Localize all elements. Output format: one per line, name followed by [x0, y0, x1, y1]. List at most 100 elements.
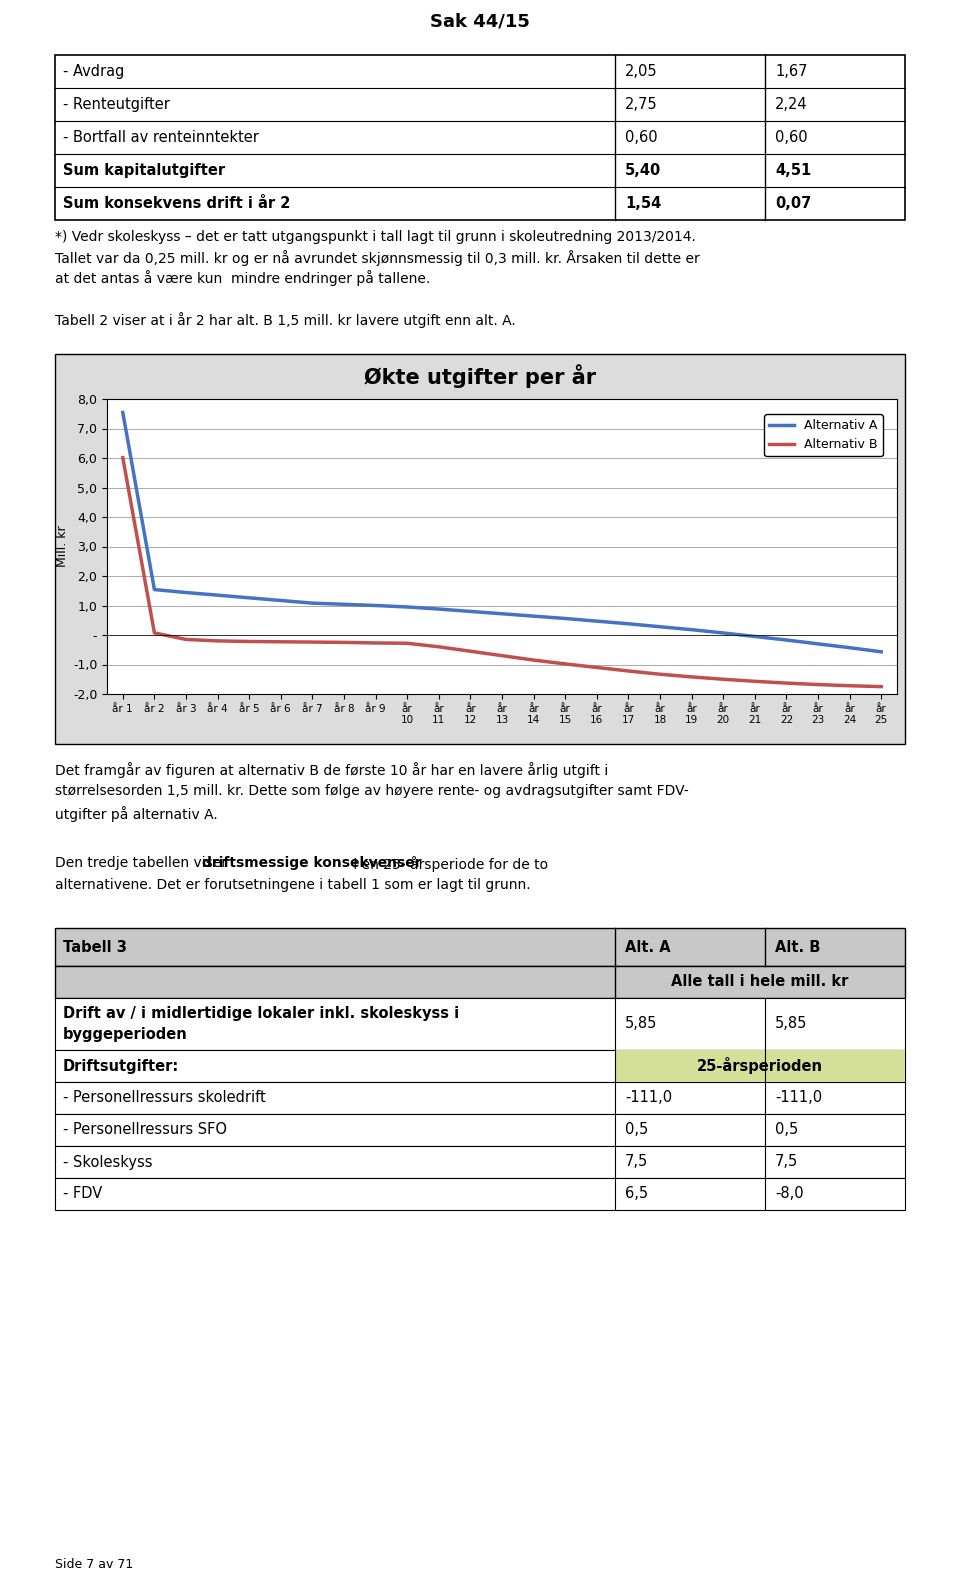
- Bar: [55, 1050, 905, 1081]
- Text: 0,60: 0,60: [775, 130, 807, 145]
- Alternativ B: [812, 675, 824, 694]
- Text: Alle tall i hele mill. kr: Alle tall i hele mill. kr: [671, 974, 849, 990]
- Alternativ B: [560, 655, 571, 674]
- Text: -8,0: -8,0: [775, 1186, 804, 1202]
- Bar: [55, 187, 905, 220]
- Bar: [55, 354, 905, 745]
- Text: Tabell 3: Tabell 3: [63, 939, 127, 955]
- Alternativ A: [844, 639, 855, 658]
- Text: 0,60: 0,60: [625, 130, 658, 145]
- Text: *) Vedr skoleskyss – det er tatt utgangspunkt i tall lagt til grunn i skoleutred: *) Vedr skoleskyss – det er tatt utgangs…: [55, 229, 696, 243]
- Text: Driftsutgifter:: Driftsutgifter:: [63, 1059, 180, 1073]
- Alternativ A: [560, 609, 571, 628]
- Alternativ B: [623, 661, 635, 680]
- Alternativ A: [212, 585, 224, 604]
- Text: Det framgår av figuren at alternativ B de første 10 år har en lavere årlig utgif: Det framgår av figuren at alternativ B d…: [55, 762, 609, 778]
- Alternativ B: [780, 674, 792, 692]
- Text: i en 25- årsperiode for de to: i en 25- årsperiode for de to: [348, 855, 548, 873]
- Text: 2,75: 2,75: [625, 96, 658, 112]
- Alternativ B: [749, 672, 760, 691]
- Bar: [55, 1178, 905, 1209]
- Text: 7,5: 7,5: [775, 1154, 799, 1170]
- Alternativ B: [370, 634, 381, 653]
- Text: Sum kapitalutgifter: Sum kapitalutgifter: [63, 163, 226, 179]
- Text: utgifter på alternativ A.: utgifter på alternativ A.: [55, 806, 218, 822]
- Bar: [55, 928, 905, 966]
- Bar: [55, 1146, 905, 1178]
- Alternativ B: [465, 642, 476, 661]
- Alternativ A: [655, 617, 666, 636]
- Alternativ A: [338, 594, 349, 613]
- Alternativ B: [844, 677, 855, 696]
- Text: byggeperioden: byggeperioden: [63, 1028, 188, 1042]
- Alternativ A: [623, 615, 635, 634]
- Bar: [55, 55, 905, 220]
- Text: Sak 44/15: Sak 44/15: [430, 13, 530, 32]
- Text: Alt. A: Alt. A: [625, 939, 671, 955]
- Alternativ A: [465, 602, 476, 621]
- Y-axis label: Mill. kr: Mill. kr: [56, 526, 69, 568]
- Alternativ B: [655, 664, 666, 683]
- Line: Alternativ B: Alternativ B: [123, 458, 881, 686]
- Text: alternativene. Det er forutsetningene i tabell 1 som er lagt til grunn.: alternativene. Det er forutsetningene i …: [55, 877, 531, 892]
- Text: -111,0: -111,0: [625, 1091, 672, 1105]
- Text: Drift av / i midlertidige lokaler inkl. skoleskyss i: Drift av / i midlertidige lokaler inkl. …: [63, 1006, 459, 1021]
- Bar: [55, 1115, 905, 1146]
- Alternativ B: [149, 623, 160, 642]
- Text: 2,05: 2,05: [625, 63, 658, 79]
- Text: 5,85: 5,85: [625, 1017, 658, 1031]
- Alternativ A: [149, 580, 160, 599]
- Alternativ B: [306, 632, 318, 651]
- Text: 6,5: 6,5: [625, 1186, 648, 1202]
- Bar: [55, 1081, 905, 1115]
- Text: -111,0: -111,0: [775, 1091, 822, 1105]
- Alternativ A: [433, 599, 444, 618]
- Text: 25-årsperioden: 25-årsperioden: [697, 1058, 823, 1075]
- Alternativ A: [717, 623, 729, 642]
- Bar: [615, 1050, 905, 1081]
- Alternativ A: [528, 607, 540, 626]
- Text: Tabell 2 viser at i år 2 har alt. B 1,5 mill. kr lavere utgift enn alt. A.: Tabell 2 viser at i år 2 har alt. B 1,5 …: [55, 311, 516, 327]
- Text: størrelsesorden 1,5 mill. kr. Dette som følge av høyere rente- og avdragsutgifte: størrelsesorden 1,5 mill. kr. Dette som …: [55, 784, 688, 798]
- Text: 1,54: 1,54: [625, 196, 661, 210]
- Alternativ A: [180, 583, 192, 602]
- Text: Økte utgifter per år: Økte utgifter per år: [364, 364, 596, 387]
- Alternativ B: [212, 631, 224, 650]
- Bar: [55, 998, 905, 1050]
- Text: 0,07: 0,07: [775, 196, 811, 210]
- Text: Den tredje tabellen viser: Den tredje tabellen viser: [55, 855, 231, 870]
- Alternativ B: [275, 632, 286, 651]
- Text: - Personellressurs SFO: - Personellressurs SFO: [63, 1123, 227, 1137]
- Text: - FDV: - FDV: [63, 1186, 103, 1202]
- Alternativ A: [496, 604, 508, 623]
- Text: Sum konsekvens drift i år 2: Sum konsekvens drift i år 2: [63, 196, 290, 210]
- Alternativ B: [717, 670, 729, 689]
- Text: 7,5: 7,5: [625, 1154, 648, 1170]
- Text: 5,40: 5,40: [625, 163, 661, 179]
- Alternativ A: [244, 588, 255, 607]
- Text: - Avdrag: - Avdrag: [63, 63, 125, 79]
- Text: Side 7 av 71: Side 7 av 71: [55, 1557, 133, 1572]
- Text: 0,5: 0,5: [625, 1123, 648, 1137]
- Alternativ B: [496, 647, 508, 666]
- Alternativ A: [780, 631, 792, 650]
- Alternativ B: [117, 449, 129, 468]
- Text: 1,67: 1,67: [775, 63, 807, 79]
- Text: 5,85: 5,85: [775, 1017, 807, 1031]
- Alternativ A: [876, 642, 887, 661]
- Alternativ A: [401, 598, 413, 617]
- Text: - Bortfall av renteinntekter: - Bortfall av renteinntekter: [63, 130, 259, 145]
- Alternativ B: [685, 667, 697, 686]
- Bar: [55, 966, 905, 998]
- Alternativ B: [180, 629, 192, 648]
- Alternativ A: [117, 403, 129, 422]
- Text: 2,24: 2,24: [775, 96, 807, 112]
- Text: 0,5: 0,5: [775, 1123, 799, 1137]
- Text: 4,51: 4,51: [775, 163, 811, 179]
- Text: driftsmessige konsekvenser: driftsmessige konsekvenser: [202, 855, 421, 870]
- Text: Tallet var da 0,25 mill. kr og er nå avrundet skjønnsmessig til 0,3 mill. kr. År: Tallet var da 0,25 mill. kr og er nå avr…: [55, 250, 700, 266]
- Line: Alternativ A: Alternativ A: [123, 413, 881, 651]
- Alternativ B: [433, 637, 444, 656]
- Alternativ A: [370, 596, 381, 615]
- Alternativ B: [401, 634, 413, 653]
